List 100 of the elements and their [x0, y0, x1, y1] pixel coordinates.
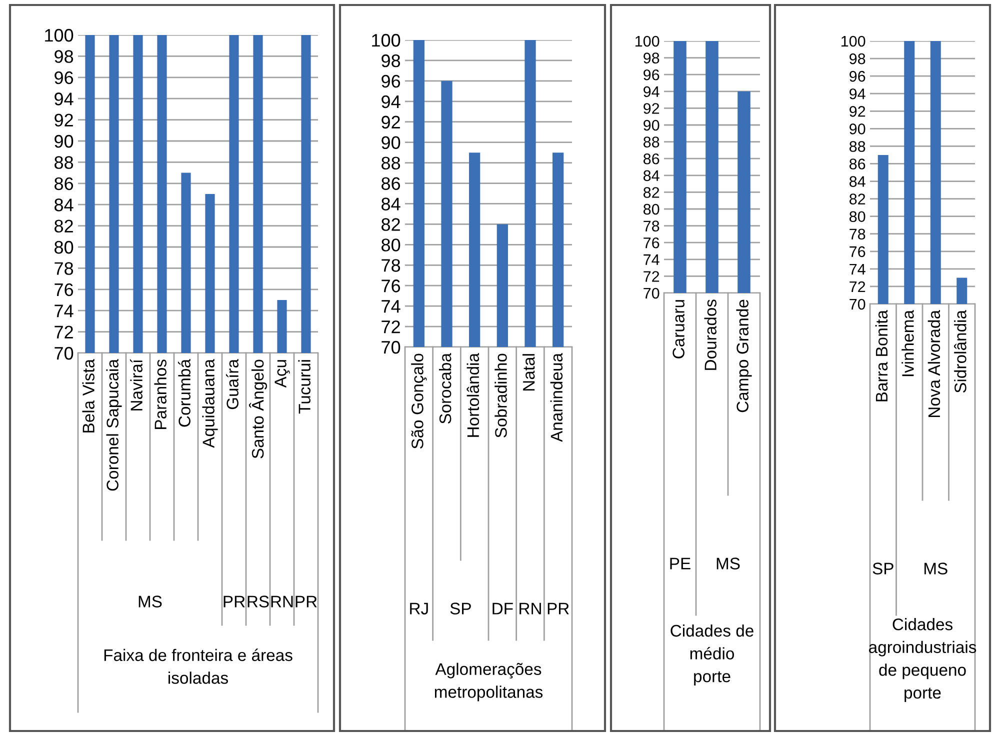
x-tick-label: Açu — [274, 360, 290, 388]
y-tick-label: 82 — [382, 218, 400, 231]
x-tick-label: Dourados — [704, 300, 716, 370]
y-tick-label: 74 — [54, 304, 74, 318]
y-tick-label: 80 — [644, 204, 660, 215]
y-tick-label: 94 — [644, 86, 660, 98]
y-tick-label: 70 — [850, 298, 866, 310]
y-tick-label: 70 — [54, 346, 74, 360]
x-tick-label: Sorocaba — [438, 352, 452, 424]
text: DF — [492, 602, 513, 614]
y-tick-label: 90 — [644, 120, 660, 131]
y-tick-label: 76 — [850, 246, 866, 258]
y-tick-label: 100 — [372, 34, 400, 47]
y-tick-label: 94 — [850, 88, 866, 100]
y-tick-label: 78 — [644, 220, 660, 232]
y-tick-label: 94 — [54, 92, 74, 106]
y-tick-label: 76 — [54, 283, 74, 296]
y-tick-label: 96 — [644, 69, 660, 80]
x-tick-label: Barra Bonita — [875, 310, 888, 402]
text: SP — [872, 562, 894, 574]
y-tick-label: 72 — [644, 271, 660, 282]
y-tick-label: 90 — [382, 136, 400, 150]
x-tick-label: Ananindeua — [550, 352, 563, 442]
y-tick-label: 70 — [382, 340, 400, 354]
y-tick-label: 78 — [850, 228, 866, 240]
y-tick-label: 78 — [54, 262, 74, 275]
y-tick-label: 82 — [644, 187, 660, 198]
y-tick-label: 80 — [54, 240, 74, 254]
x-tick-label: Coronel Sapucaia — [106, 358, 122, 491]
x-tick-label: Bela Vista — [82, 359, 94, 432]
text: MS — [924, 562, 948, 574]
y-tick-label: 74 — [850, 264, 866, 274]
y-tick-label: 86 — [382, 177, 400, 190]
y-tick-label: 88 — [644, 136, 660, 148]
y-tick-label: 86 — [644, 153, 660, 164]
y-tick-label: 84 — [644, 170, 660, 182]
text: RJ — [410, 602, 428, 614]
text: RN — [520, 602, 541, 614]
y-tick-label: 90 — [850, 124, 866, 134]
text: MS — [716, 558, 740, 570]
y-tick-label: 74 — [644, 254, 660, 265]
x-tick-label: Naviraí — [130, 359, 142, 410]
x-tick-label: Nova Alvorada — [928, 310, 940, 418]
x-tick-label: Sobradinho — [494, 354, 507, 438]
y-tick-label: 92 — [644, 103, 660, 114]
y-tick-label: 82 — [850, 194, 866, 204]
text: RS — [248, 596, 269, 608]
y-tick-label: 84 — [850, 176, 866, 187]
y-tick-label: 78 — [382, 259, 400, 272]
y-tick-label: 96 — [54, 71, 74, 84]
y-tick-label: 90 — [54, 134, 74, 148]
y-tick-label: 100 — [842, 36, 866, 47]
x-tick-label: Caruaru — [672, 300, 684, 358]
y-tick-label: 94 — [382, 95, 400, 108]
y-tick-label: 92 — [54, 114, 73, 127]
y-tick-label: 86 — [850, 158, 866, 170]
x-axis-title: Cidades agroindustriais de pequeno porte — [869, 618, 976, 702]
y-tick-label: 98 — [54, 50, 74, 63]
y-tick-label: 76 — [382, 280, 400, 292]
y-tick-label: 96 — [382, 74, 400, 88]
x-tick-label: Natal — [522, 354, 535, 391]
y-tick-label: 98 — [644, 52, 660, 64]
text: PR — [548, 602, 569, 614]
x-tick-label: Paranhos — [154, 360, 166, 429]
y-tick-label: 100 — [636, 36, 660, 47]
y-tick-label: 84 — [54, 198, 74, 212]
y-tick-label: 96 — [850, 70, 866, 82]
y-tick-label: 92 — [850, 106, 866, 117]
y-tick-label: 74 — [382, 300, 400, 313]
y-tick-label: 88 — [850, 141, 866, 152]
y-tick-label: 88 — [54, 156, 74, 169]
y-tick-label: 82 — [54, 220, 73, 233]
y-tick-label: 98 — [382, 54, 400, 68]
y-tick-label: 80 — [382, 238, 400, 252]
y-tick-label: 72 — [54, 326, 73, 338]
x-tick-label: Aquidauana — [202, 358, 218, 448]
y-tick-label: 98 — [850, 53, 866, 64]
y-tick-label: 88 — [382, 156, 400, 170]
x-axis-title: Cidades de médio porte — [670, 624, 754, 686]
x-tick-label: Corumbá — [178, 358, 190, 427]
y-tick-label: 100 — [45, 28, 74, 42]
y-tick-label: 72 — [382, 320, 400, 334]
x-axis-title: Aglomerações metropolitanas — [434, 662, 543, 702]
text: PE — [670, 558, 690, 570]
text: MS — [138, 596, 162, 608]
y-tick-label: 86 — [54, 177, 74, 190]
x-axis-title: Faixa de fronteira e áreas isoladas — [104, 648, 292, 684]
x-tick-label: São Gonçalo — [411, 354, 427, 449]
y-tick-label: 76 — [644, 237, 660, 248]
x-tick-label: Guaíra — [226, 358, 238, 410]
x-tick-label: Hortolândia — [466, 352, 480, 437]
x-tick-label: Tucurui — [298, 360, 310, 414]
y-tick-label: 80 — [850, 211, 866, 222]
y-tick-label: 70 — [644, 288, 660, 299]
text: PR — [224, 596, 245, 608]
x-tick-label: Sidrolândia — [954, 310, 966, 393]
y-tick-label: 92 — [382, 116, 400, 129]
text: RN — [271, 596, 293, 608]
x-tick-label: Campo Grande — [736, 300, 752, 412]
x-tick-label: Santo Ângelo — [248, 360, 268, 458]
